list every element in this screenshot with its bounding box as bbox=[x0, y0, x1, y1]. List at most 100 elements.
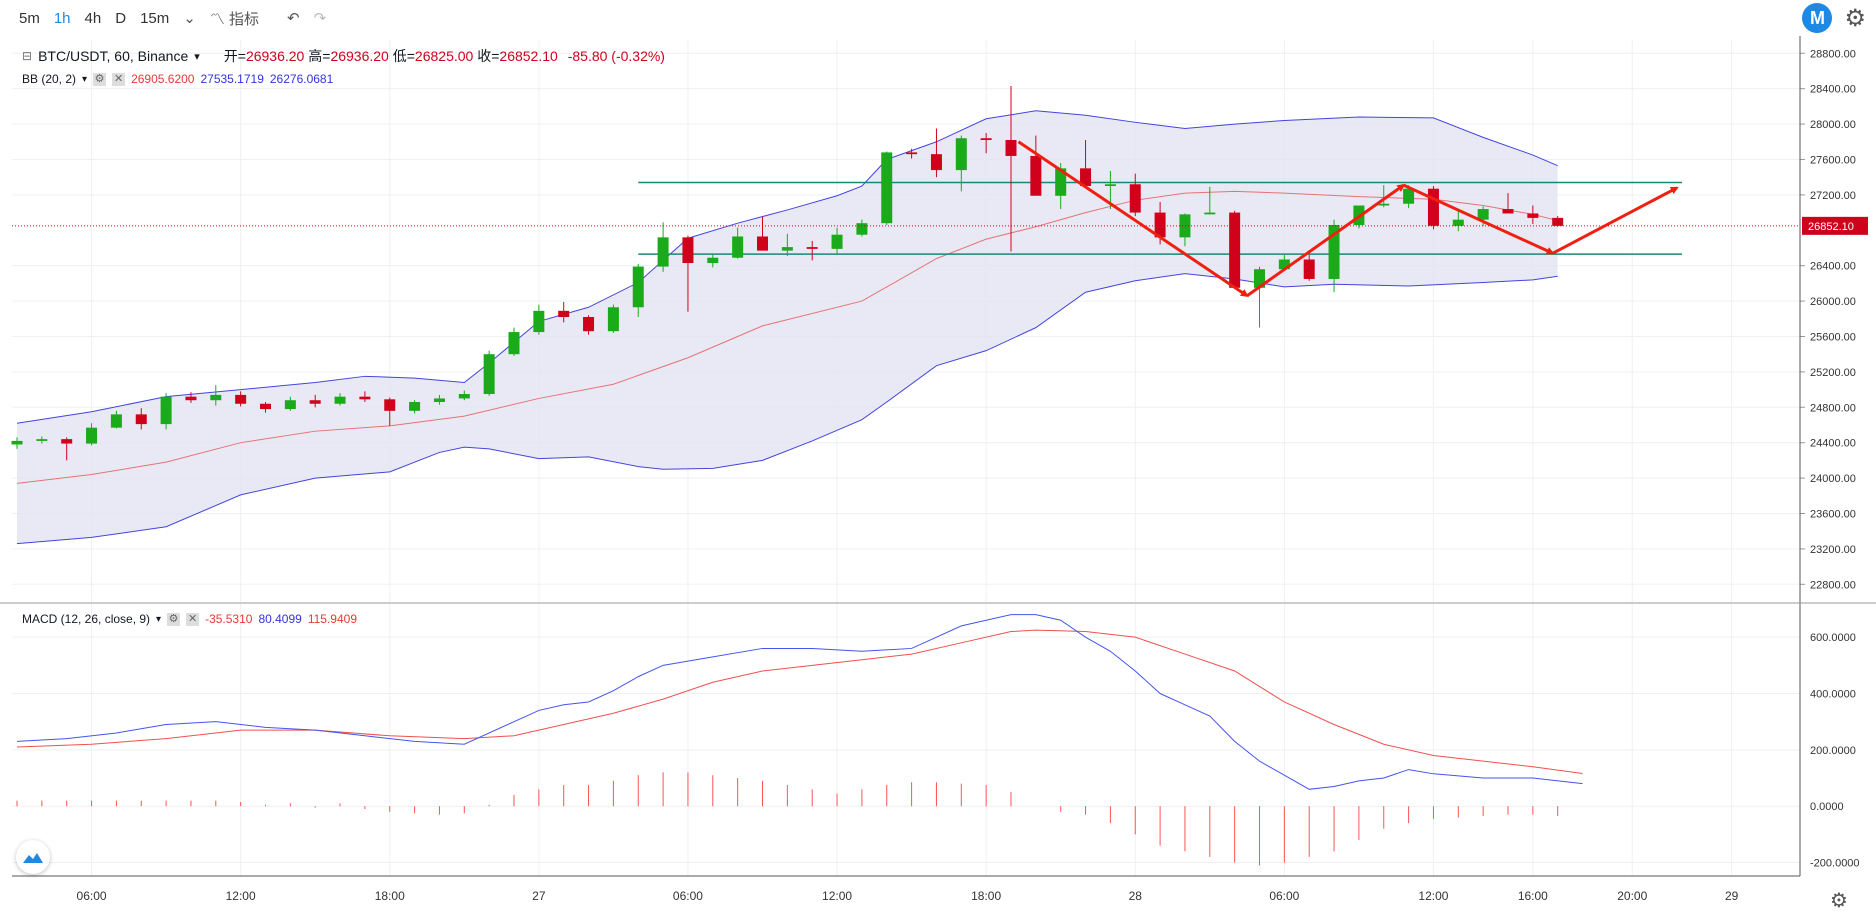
low-label: 低= bbox=[392, 48, 415, 64]
close-icon[interactable]: ✕ bbox=[186, 612, 200, 626]
macd-name[interactable]: MACD (12, 26, close, 9) bbox=[22, 612, 151, 626]
candle-body bbox=[433, 398, 445, 402]
last-price-badge bbox=[1802, 216, 1868, 235]
macd-tick-label: 400.0000 bbox=[1810, 689, 1856, 701]
price-tick-label: 26400.00 bbox=[1810, 261, 1856, 273]
chevron-down-icon[interactable]: ▾ bbox=[82, 73, 88, 85]
candle-body bbox=[284, 400, 296, 410]
timeframe-15m[interactable]: 15m bbox=[140, 9, 170, 27]
settings-icon[interactable]: ⚙ bbox=[93, 72, 107, 86]
mountain-logo-button[interactable] bbox=[16, 840, 50, 874]
timeframe-5m[interactable]: 5m bbox=[19, 9, 40, 27]
candle-body bbox=[1378, 203, 1390, 206]
price-tick-label: 28000.00 bbox=[1810, 119, 1856, 131]
price-tick-label: 23200.00 bbox=[1810, 544, 1856, 556]
candle-body bbox=[757, 236, 768, 251]
bb-basis-line bbox=[16, 190, 1558, 484]
timeframe-d[interactable]: D bbox=[115, 9, 127, 27]
low-value: 26825.00 bbox=[414, 48, 474, 64]
candle-body bbox=[1104, 184, 1116, 187]
close-value: 26852.10 bbox=[499, 48, 558, 64]
settings-icon[interactable]: ⚙ bbox=[167, 612, 181, 626]
macd-histogram-value: -35.5310 bbox=[205, 612, 253, 626]
candle-body bbox=[508, 332, 520, 355]
chart-canvas[interactable]: 06:00 12:00 18:00 27 06:00 12:00 18:00 28 06:00 1… bbox=[0, 36, 1876, 914]
x-tick-label: 29 bbox=[1725, 889, 1739, 903]
collapse-icon[interactable]: ⊟ bbox=[22, 49, 33, 63]
trend-arrow bbox=[1017, 140, 1249, 298]
price-tick-label: 28800.00 bbox=[1810, 48, 1856, 60]
price-tick-label: 22800.00 bbox=[1810, 579, 1856, 591]
price-tick-label: 27200.00 bbox=[1810, 190, 1856, 202]
x-tick-label: 18:00 bbox=[375, 889, 405, 903]
candle-body bbox=[135, 414, 147, 425]
macd-tick-label: 0.0000 bbox=[1810, 801, 1844, 813]
candle-body bbox=[980, 138, 992, 141]
mountain-icon bbox=[23, 853, 43, 863]
candle-body bbox=[61, 439, 73, 444]
undo-icon[interactable]: ↶ bbox=[287, 10, 300, 27]
candle-body bbox=[86, 427, 98, 444]
candle-body bbox=[1502, 209, 1514, 214]
bb-upper-value: 27535.1719 bbox=[200, 72, 264, 86]
redo-icon[interactable]: ↷ bbox=[313, 10, 327, 27]
bb-upper-line bbox=[16, 110, 1558, 424]
chevron-down-icon[interactable]: ⌄ bbox=[183, 10, 196, 27]
indicators-button[interactable]: 〽 指标 bbox=[203, 8, 266, 29]
candle-body bbox=[1154, 212, 1166, 238]
candle-body bbox=[558, 310, 570, 318]
toolbar: 5m 1h 4h D 15m ⌄ 〽 指标 ↶ ↷ M ⚙ bbox=[0, 0, 1876, 36]
candle-body bbox=[334, 396, 346, 404]
candle-body bbox=[409, 401, 421, 411]
gear-icon[interactable]: ⚙ bbox=[1844, 4, 1866, 32]
candle-body bbox=[11, 440, 23, 445]
candle-body bbox=[1278, 259, 1290, 270]
macd-line bbox=[16, 614, 1583, 790]
candle-body bbox=[632, 266, 644, 308]
candle-body bbox=[906, 152, 918, 155]
ohlc-values: 开=26936.20 高=26936.20 低=26825.00 收=26852… bbox=[224, 46, 665, 66]
candle-body bbox=[1204, 212, 1216, 215]
candle-body bbox=[483, 354, 495, 395]
candle-body bbox=[1552, 217, 1564, 226]
candle-body bbox=[1303, 259, 1315, 279]
price-tick-label: 25600.00 bbox=[1810, 331, 1856, 343]
symbol-label[interactable]: BTC/USDT, 60, Binance bbox=[38, 48, 189, 64]
x-tick-label: 20:00 bbox=[1617, 889, 1647, 903]
candle-body bbox=[1229, 212, 1241, 288]
candle-body bbox=[806, 247, 818, 249]
close-icon[interactable]: ✕ bbox=[112, 72, 126, 86]
last-price-label: 26852.10 bbox=[1808, 221, 1854, 233]
macd-tick-label: 200.0000 bbox=[1810, 745, 1856, 757]
chevron-down-icon[interactable]: ▾ bbox=[156, 613, 162, 625]
candle-body bbox=[781, 247, 793, 251]
candle-body bbox=[36, 439, 48, 441]
candle-body bbox=[359, 396, 371, 400]
timeframe-1h[interactable]: 1h bbox=[53, 9, 71, 27]
macd-tick-label: -200.0000 bbox=[1810, 858, 1860, 870]
candle-body bbox=[930, 154, 942, 171]
main-legend: ⊟ BTC/USDT, 60, Binance ▾ 开=26936.20 高=2… bbox=[22, 46, 665, 66]
candle-body bbox=[1427, 188, 1439, 226]
candle-body bbox=[1452, 219, 1464, 226]
x-tick-label: 12:00 bbox=[226, 889, 256, 903]
candle-body bbox=[235, 394, 247, 404]
indicators-label: 指标 bbox=[229, 10, 260, 28]
macd-tick-label: 600.0000 bbox=[1810, 632, 1856, 644]
macd-legend: MACD (12, 26, close, 9) ▾ ⚙ ✕ -35.5310 8… bbox=[22, 612, 357, 626]
candle-body bbox=[583, 317, 595, 332]
gear-icon[interactable]: ⚙ bbox=[1830, 890, 1848, 912]
candle-body bbox=[1328, 224, 1340, 279]
candle-body bbox=[1527, 213, 1539, 218]
candle-body bbox=[881, 152, 893, 224]
candle-body bbox=[384, 399, 396, 411]
candle-body bbox=[1403, 188, 1415, 204]
chevron-down-icon[interactable]: ▾ bbox=[194, 50, 200, 63]
price-tick-label: 28400.00 bbox=[1810, 84, 1856, 96]
timeframe-4h[interactable]: 4h bbox=[84, 9, 102, 27]
bb-name[interactable]: BB (20, 2) bbox=[22, 72, 77, 86]
candle-body bbox=[707, 257, 719, 264]
candle-body bbox=[607, 307, 619, 332]
candle-body bbox=[458, 394, 470, 399]
candle-body bbox=[260, 403, 271, 410]
